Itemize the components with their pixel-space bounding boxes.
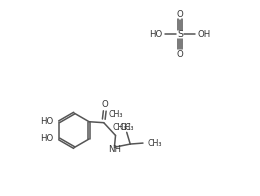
Text: NH: NH [108, 145, 121, 154]
Text: O: O [177, 50, 183, 59]
Text: CH₃: CH₃ [108, 110, 122, 119]
Text: OH: OH [197, 30, 211, 39]
Text: HO: HO [40, 117, 53, 126]
Text: O: O [101, 100, 108, 109]
Text: CH₃: CH₃ [112, 123, 127, 132]
Text: O: O [177, 10, 183, 19]
Text: HO: HO [149, 30, 162, 39]
Text: HO: HO [40, 134, 53, 143]
Text: C: C [125, 123, 131, 132]
Text: CH₃: CH₃ [119, 123, 134, 132]
Text: S: S [177, 30, 183, 39]
Text: CH₃: CH₃ [147, 139, 162, 148]
